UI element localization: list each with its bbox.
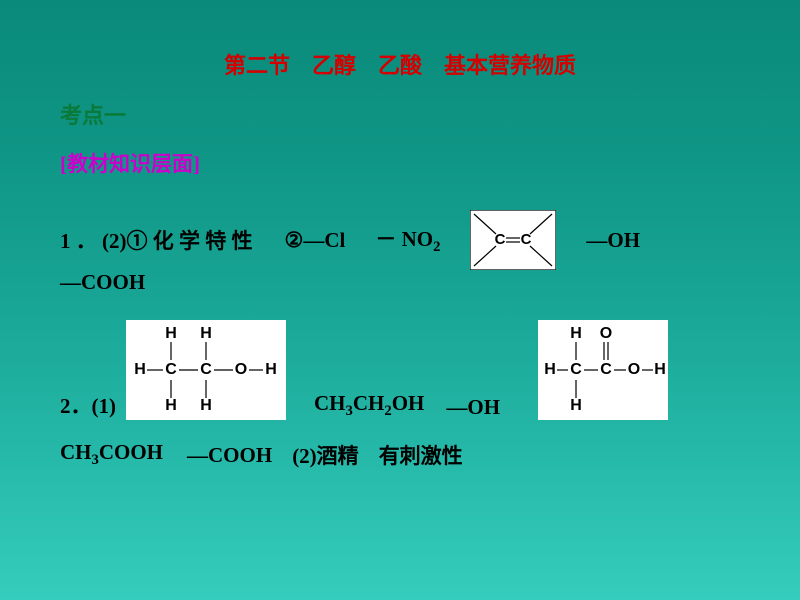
- subsection-heading: [教材知识层面]: [60, 148, 200, 178]
- svg-text:O: O: [628, 361, 640, 378]
- svg-text:C: C: [570, 361, 582, 378]
- svg-text:H: H: [570, 397, 582, 414]
- text-segment: 有刺激性: [379, 440, 463, 470]
- svg-text:H: H: [544, 361, 556, 378]
- content-row-1b: —COOH: [60, 270, 145, 295]
- text-segment: 1 ． (2)① 化 学 特 性: [60, 225, 253, 255]
- text-segment: (2)酒精: [292, 440, 359, 470]
- structure-ethanol: H C C O H H H H H: [126, 320, 286, 420]
- svg-text:H: H: [134, 361, 146, 378]
- content-row-3: CH3COOH —COOH (2)酒精 有刺激性: [60, 440, 463, 470]
- text-segment: CH3COOH: [60, 440, 163, 469]
- svg-text:C: C: [200, 361, 212, 378]
- svg-text:H: H: [265, 361, 277, 378]
- svg-text:H: H: [165, 325, 177, 342]
- svg-text:H: H: [200, 325, 212, 342]
- text-segment: —OH: [446, 395, 500, 420]
- svg-text:C: C: [600, 361, 612, 378]
- topic-heading: 考点一: [60, 98, 126, 130]
- svg-text:C: C: [521, 231, 532, 248]
- svg-text:C: C: [495, 231, 506, 248]
- text-segment: —COOH: [187, 443, 272, 468]
- text-segment: － NO2: [375, 223, 440, 256]
- svg-text:H: H: [570, 325, 582, 342]
- text-segment: ②—Cl: [285, 228, 346, 253]
- text-segment: —COOH: [60, 270, 145, 295]
- svg-text:H: H: [654, 361, 666, 378]
- content-row-1: 1 ． (2)① 化 学 特 性 ②—Cl － NO2 CC —OH: [60, 210, 640, 270]
- svg-text:H: H: [165, 397, 177, 414]
- svg-text:H: H: [200, 397, 212, 414]
- svg-text:O: O: [235, 361, 247, 378]
- svg-text:C: C: [165, 361, 177, 378]
- section-title: 第二节 乙醇 乙酸 基本营养物质: [0, 48, 800, 80]
- text-segment: CH3CH2OH: [314, 391, 424, 420]
- text-segment: —OH: [586, 228, 640, 253]
- structure-cc-double-bond: CC: [470, 210, 556, 270]
- structure-acetic-acid: HCCOHHHO: [538, 320, 668, 420]
- content-row-2: 2．(1) HCCOHHHHH CH3CH2OH —OH HCCOHHHO: [60, 320, 668, 420]
- text-segment: 2．(1): [60, 390, 116, 420]
- svg-text:O: O: [600, 325, 612, 342]
